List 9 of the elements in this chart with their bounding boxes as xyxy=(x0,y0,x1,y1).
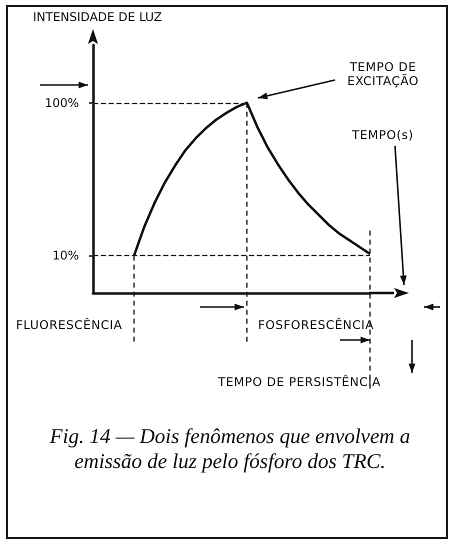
y-tick-label: 10% xyxy=(52,248,79,263)
text: FOSFORESCÊNCIA xyxy=(258,318,374,332)
y-tick-label: 100% xyxy=(44,96,79,110)
annotation: TEMPO DE EXCITAÇÃO xyxy=(346,60,420,88)
text: Fig. 14 — Dois fenômenos que envolvem a emissão de luz pelo fósforo dos TRC. xyxy=(48,424,412,474)
text: FLUORESCÊNCIA xyxy=(16,318,122,332)
annotation: TEMPO(s) xyxy=(352,128,414,142)
y-axis-title: INTENSIDADE DE LUZ xyxy=(33,10,162,24)
text: TEMPO DE PERSISTÊNCIA xyxy=(218,375,381,389)
